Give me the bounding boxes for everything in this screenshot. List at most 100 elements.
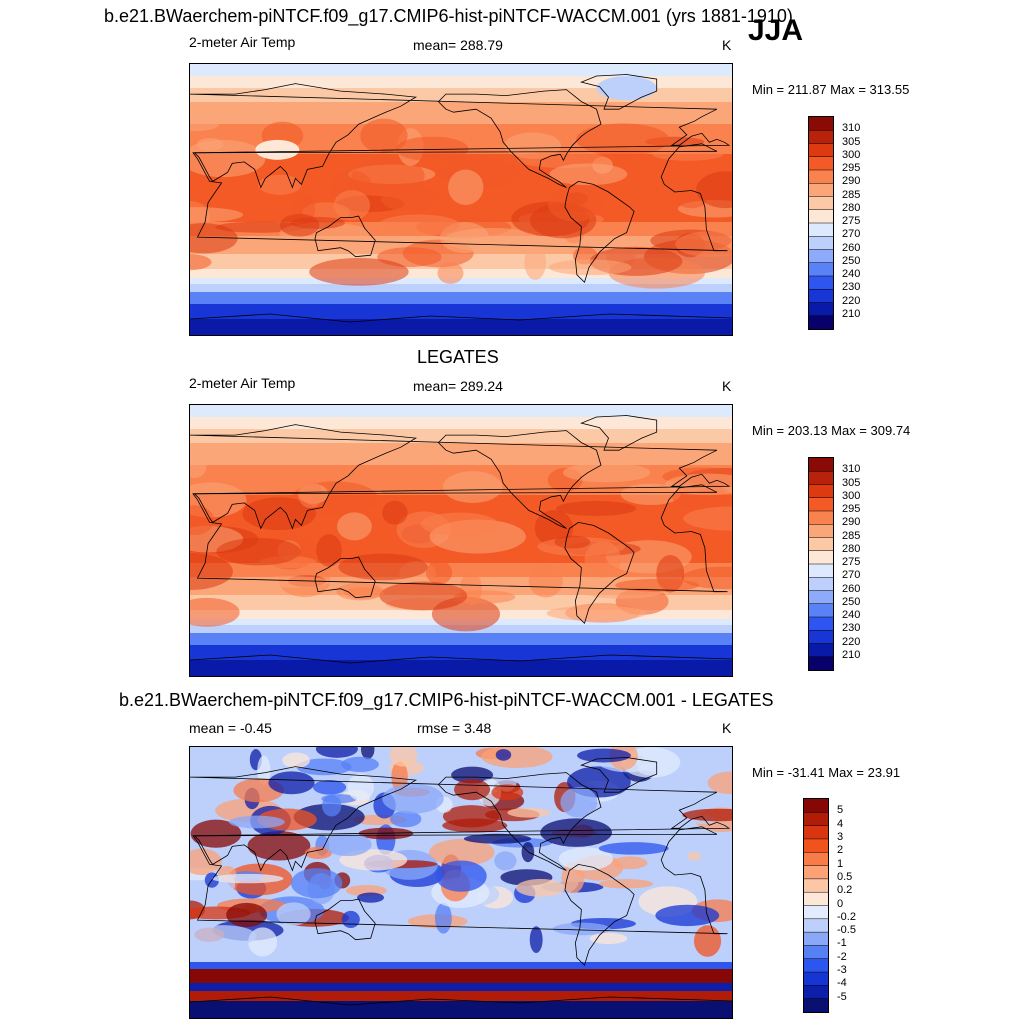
colorbar-box xyxy=(804,972,828,986)
temperature-band xyxy=(190,278,732,285)
colorbar-box xyxy=(804,918,828,933)
colorbar-box xyxy=(809,249,833,264)
difference-blob xyxy=(598,842,669,855)
temperature-blob xyxy=(382,500,408,525)
colorbar-box xyxy=(809,630,833,644)
colorbar-tick-label: 230 xyxy=(842,622,861,635)
difference-blob xyxy=(391,761,408,793)
difference-blob xyxy=(389,810,422,828)
continent-outline xyxy=(192,143,728,252)
continent-outline xyxy=(580,757,658,793)
difference-blob xyxy=(434,902,452,934)
colorbar-box xyxy=(804,998,828,1012)
temperature-blob xyxy=(528,564,563,598)
tibetan-plateau-cold-spot xyxy=(255,139,300,160)
colorbar-box xyxy=(809,156,833,171)
colorbar-box xyxy=(809,537,833,552)
temperature-blob xyxy=(279,213,320,237)
temperature-blob xyxy=(425,560,453,585)
colorbar-tick-label: 5 xyxy=(837,804,844,817)
temperature-band xyxy=(190,405,732,418)
colorbar-box xyxy=(809,577,833,591)
difference-blob xyxy=(598,879,654,889)
colorbar-tick-label: 240 xyxy=(842,609,861,621)
temperature-blob xyxy=(380,185,441,212)
colorbar-box xyxy=(804,985,828,1000)
temperature-blob xyxy=(190,505,214,536)
difference-blob xyxy=(494,851,517,871)
difference-blob xyxy=(190,749,224,765)
colorbar-box xyxy=(804,825,828,840)
continent-outline xyxy=(190,424,731,530)
colorbar-tick-label: 2 xyxy=(837,844,844,857)
panel1-title: b.e21.BWaerchem-piNTCF.f09_g17.CMIP6-his… xyxy=(104,6,793,26)
colorbar-box xyxy=(804,838,828,853)
difference-blob xyxy=(655,904,720,927)
temperature-blob xyxy=(190,553,233,590)
colorbar-tick-label: 1 xyxy=(837,857,844,870)
continent-outline xyxy=(580,74,658,110)
southern-ocean-band xyxy=(190,969,732,983)
colorbar-box xyxy=(804,799,828,813)
colorbar-box xyxy=(809,223,833,237)
temperature-blob xyxy=(190,207,243,223)
temperature-blob xyxy=(547,187,604,222)
colorbar-box xyxy=(809,564,833,578)
colorbar-tick-label: 285 xyxy=(842,529,861,542)
southern-ocean-band xyxy=(190,1001,732,1018)
colorbar-box xyxy=(809,550,833,565)
difference-blob xyxy=(360,747,375,760)
difference-blob xyxy=(315,747,358,758)
temperature-blob xyxy=(395,136,469,162)
difference-blob xyxy=(268,771,315,795)
difference-blob xyxy=(341,910,360,929)
temperature-blob xyxy=(297,480,323,509)
colorbar-tick-label: 210 xyxy=(842,648,861,661)
temperature-band xyxy=(190,102,732,125)
colorbar-box xyxy=(809,196,833,211)
temperature-blob xyxy=(448,169,484,205)
southern-ocean-band xyxy=(190,962,732,970)
colorbar-tick-label: -3 xyxy=(837,964,847,977)
colorbar-tick-label: 230 xyxy=(842,281,861,294)
difference-blob xyxy=(323,832,372,857)
colorbar-box xyxy=(809,603,833,618)
temperature-blob xyxy=(620,483,681,506)
colorbar-box xyxy=(809,276,833,290)
difference-blob xyxy=(276,902,311,926)
colorbar-box xyxy=(809,643,833,658)
temperature-blob xyxy=(360,118,408,154)
temperature-blob xyxy=(333,190,371,221)
colorbar-tick-label: 295 xyxy=(842,503,861,515)
panel3-colorbar xyxy=(803,798,829,1013)
colorbar-tick-label: 270 xyxy=(842,569,861,582)
panel1-units: K xyxy=(722,37,732,53)
colorbar-tick-label: 305 xyxy=(842,135,861,148)
colorbar-tick-label: -0.5 xyxy=(837,924,856,937)
panel1-center-label: mean= 288.79 xyxy=(413,37,503,53)
temperature-blob xyxy=(442,471,503,504)
temperature-band xyxy=(190,284,732,293)
difference-blob xyxy=(540,818,612,847)
colorbar-box xyxy=(809,497,833,512)
colorbar-box xyxy=(809,236,833,250)
temperature-blob xyxy=(562,462,651,483)
difference-blob xyxy=(442,818,508,833)
colorbar-box xyxy=(809,170,833,184)
continent-outline xyxy=(314,556,376,599)
panel1-colorbar xyxy=(808,116,834,330)
colorbar-tick-label: 240 xyxy=(842,268,861,280)
panel1-map xyxy=(189,63,733,336)
difference-blob xyxy=(451,766,494,784)
panel2-units: K xyxy=(722,378,732,394)
colorbar-box xyxy=(804,812,828,827)
colorbar-tick-label: 3 xyxy=(837,830,844,843)
difference-blob xyxy=(463,833,532,844)
southern-ocean-band xyxy=(190,991,732,1001)
difference-blob xyxy=(304,846,333,860)
continent-outline xyxy=(580,415,658,451)
temperature-blob xyxy=(216,537,301,566)
colorbar-box xyxy=(804,945,828,960)
difference-blob xyxy=(693,925,722,957)
difference-blob xyxy=(577,748,631,763)
